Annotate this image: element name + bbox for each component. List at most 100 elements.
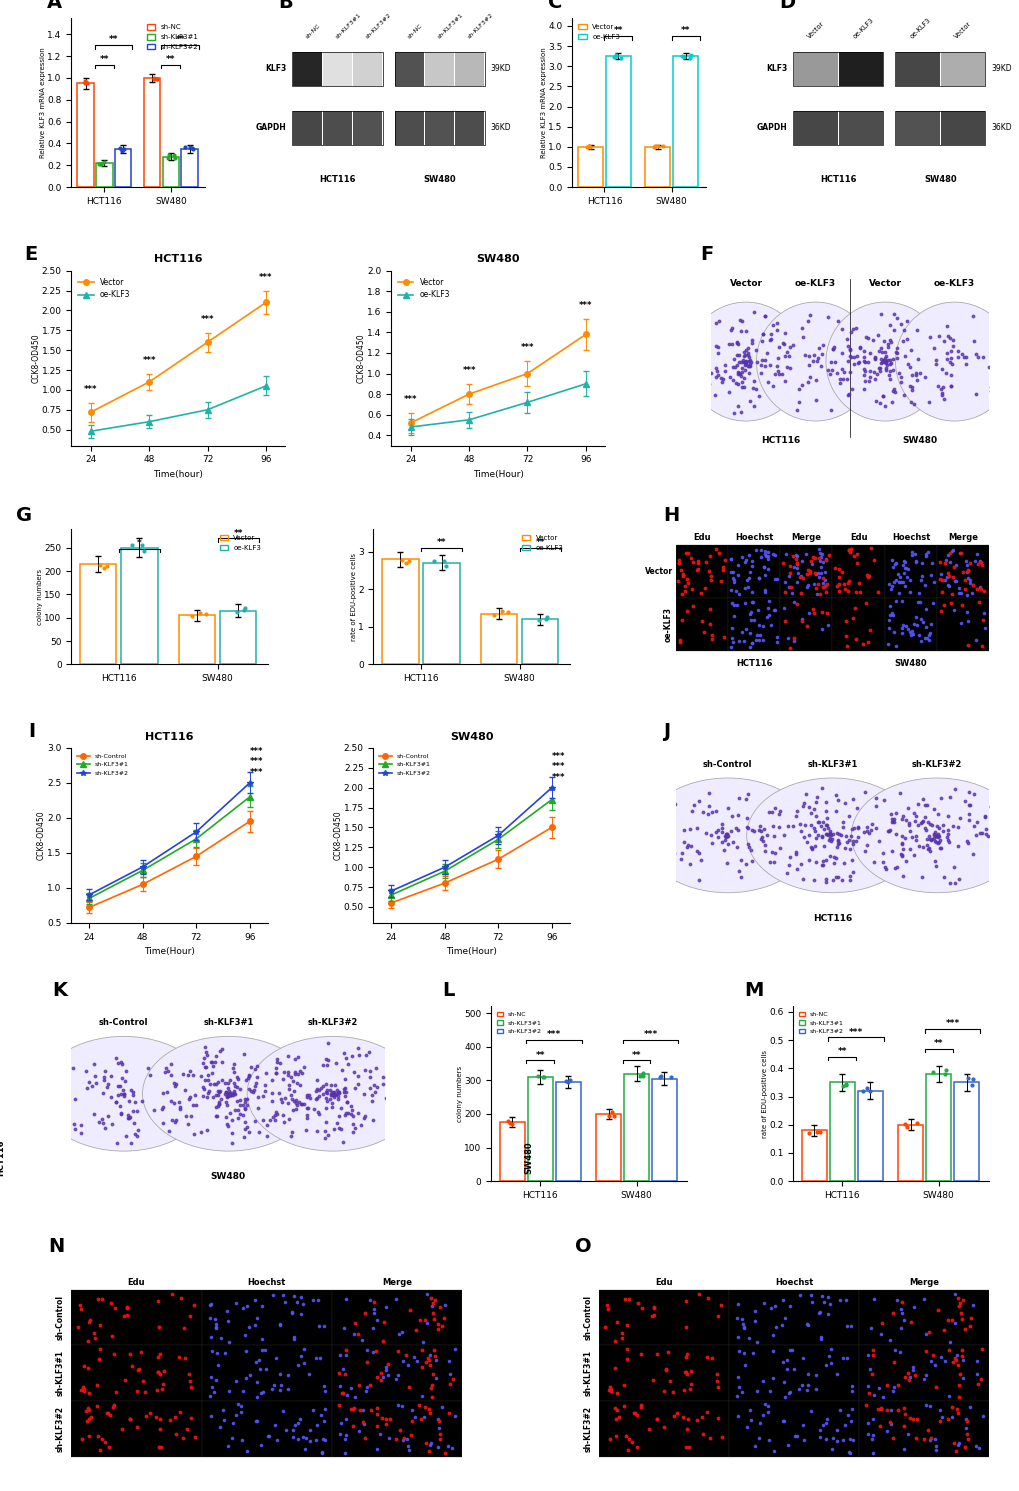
Bar — [481, 614, 517, 665]
Bar — [77, 83, 94, 188]
Text: **: ** — [166, 55, 175, 64]
Line: sh-KLF3#1: sh-KLF3#1 — [388, 796, 554, 898]
Text: sh-Control: sh-Control — [583, 1296, 592, 1340]
Text: sh-NC: sh-NC — [407, 24, 423, 40]
Text: **: ** — [535, 538, 544, 547]
Text: ***: *** — [643, 1030, 657, 1039]
Bar — [829, 1082, 854, 1181]
X-axis label: Time(hour): Time(hour) — [153, 470, 203, 479]
Bar — [292, 110, 382, 145]
Text: Edu: Edu — [654, 1278, 672, 1287]
Text: ***: *** — [462, 367, 476, 376]
Text: L: L — [441, 981, 454, 1000]
Line: sh-KLF3#2: sh-KLF3#2 — [87, 780, 253, 898]
Legend: Vector, oe-KLF3: Vector, oe-KLF3 — [217, 532, 264, 553]
sh-KLF3#1 — [137, 862, 149, 880]
oe-KLF3 — [521, 394, 533, 412]
Text: HCT116: HCT116 — [819, 174, 856, 183]
Bar — [936, 598, 988, 652]
Text: HCT116: HCT116 — [760, 437, 800, 446]
Text: sh-KLF3#1: sh-KLF3#1 — [203, 1018, 254, 1027]
Line: oe-KLF3: oe-KLF3 — [408, 382, 588, 429]
Bar — [578, 146, 602, 188]
Bar — [292, 110, 322, 145]
Bar — [162, 157, 179, 188]
Text: D: D — [779, 0, 795, 12]
Bar — [673, 57, 697, 188]
Vector — [463, 385, 475, 403]
sh-KLF3#2 — [438, 859, 450, 877]
Text: ***: *** — [945, 1020, 959, 1029]
Text: ***: *** — [250, 768, 263, 777]
sh-KLF3#1 — [492, 830, 504, 848]
Bar — [895, 110, 984, 145]
Text: ***: *** — [849, 1027, 863, 1036]
Text: sh-NC: sh-NC — [304, 24, 321, 40]
Text: M: M — [744, 981, 763, 1000]
Bar — [858, 1290, 988, 1345]
oe-KLF3 — [85, 422, 97, 440]
Text: **: ** — [100, 55, 109, 64]
Circle shape — [851, 778, 1019, 893]
Text: O: O — [575, 1238, 591, 1255]
Text: SW480: SW480 — [211, 1172, 246, 1181]
Bar — [528, 1077, 552, 1181]
Text: Edu: Edu — [849, 534, 866, 543]
Text: sh-Control: sh-Control — [56, 1296, 65, 1340]
Bar — [895, 110, 938, 145]
Bar — [838, 52, 881, 85]
Bar — [394, 110, 484, 145]
Y-axis label: Relative KLF3 mRNA expression: Relative KLF3 mRNA expression — [40, 48, 46, 158]
Text: E: E — [24, 245, 38, 264]
oe-KLF3 — [579, 374, 591, 392]
Text: ***: *** — [546, 1030, 560, 1039]
Text: N: N — [48, 1238, 64, 1255]
sh-KLF3#2 — [545, 778, 557, 796]
Text: sh-KLF3#2: sh-KLF3#2 — [466, 12, 494, 40]
Text: SW480: SW480 — [894, 659, 926, 668]
Line: Vector: Vector — [88, 300, 268, 414]
sh-Control — [190, 847, 202, 865]
sh-Control — [545, 819, 557, 836]
Vector — [405, 414, 417, 432]
Text: **: ** — [681, 27, 690, 36]
Text: ***: *** — [551, 762, 565, 771]
sh-KLF3#1 — [244, 787, 256, 805]
Text: B: B — [278, 0, 292, 12]
Bar — [71, 1290, 202, 1345]
Bar — [940, 52, 983, 85]
Legend: Vector, oe-KLF3: Vector, oe-KLF3 — [519, 532, 566, 553]
Y-axis label: CCK8-OD450: CCK8-OD450 — [333, 811, 342, 860]
Text: I: I — [29, 723, 36, 741]
Line: Vector: Vector — [408, 331, 588, 425]
sh-KLF3#2 — [244, 774, 256, 792]
Text: ***: *** — [84, 385, 98, 394]
Text: Merge: Merge — [948, 534, 977, 543]
Bar — [793, 110, 882, 145]
Line: oe-KLF3: oe-KLF3 — [88, 383, 268, 434]
Legend: sh-Control, sh-KLF3#1, sh-KLF3#2: sh-Control, sh-KLF3#1, sh-KLF3#2 — [74, 751, 130, 778]
Y-axis label: CCK8-OD450: CCK8-OD450 — [32, 334, 40, 383]
Text: sh-KLF3#1: sh-KLF3#1 — [334, 12, 362, 40]
sh-KLF3#2 — [190, 823, 202, 841]
Bar — [675, 598, 728, 652]
Text: ***: *** — [404, 395, 417, 404]
Bar — [832, 598, 883, 652]
Bar — [81, 564, 116, 665]
Bar — [605, 57, 630, 188]
Bar — [331, 1290, 462, 1345]
Title: HCT116: HCT116 — [145, 732, 194, 741]
Bar — [645, 146, 669, 188]
Bar — [121, 547, 157, 665]
Bar — [857, 1091, 881, 1181]
Text: SW480: SW480 — [902, 437, 936, 446]
sh-KLF3#2 — [385, 883, 397, 901]
Bar — [780, 544, 832, 598]
Circle shape — [686, 303, 804, 420]
Legend: Vector, oe-KLF3: Vector, oe-KLF3 — [575, 21, 623, 42]
Bar — [895, 52, 984, 85]
sh-KLF3#2 — [83, 886, 95, 904]
Title: SW480: SW480 — [476, 255, 520, 264]
Text: sh-KLF3#1: sh-KLF3#1 — [56, 1351, 65, 1396]
Text: GAPDH: GAPDH — [256, 124, 286, 133]
